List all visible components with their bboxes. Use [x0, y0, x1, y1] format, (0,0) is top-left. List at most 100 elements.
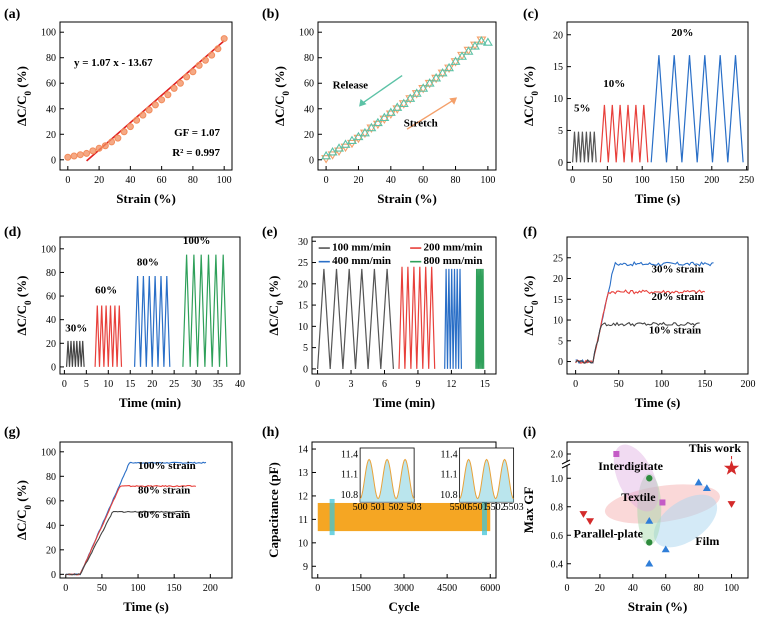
inset-fill — [360, 459, 415, 502]
label-this-work: This work — [689, 441, 742, 455]
y-tick-label: 60 — [46, 496, 56, 507]
arrow-shaft — [406, 99, 455, 130]
x-axis-label: Time (min) — [119, 395, 181, 410]
release-point — [372, 117, 383, 127]
panel-label: (h) — [262, 425, 279, 440]
release-point — [334, 143, 344, 152]
x-tick-label: 60 — [418, 175, 428, 186]
y-tick-label: 40 — [46, 104, 56, 115]
y-tick-label: 0 — [303, 364, 308, 375]
y-tick-label: 20 — [46, 339, 56, 350]
label-5: 5% — [574, 102, 591, 114]
series-label: 100% strain — [138, 460, 196, 472]
panel-label: (c) — [523, 7, 539, 22]
x-tick-label: 0 — [63, 583, 68, 594]
y-tick-label: 10 — [298, 538, 308, 549]
data-point — [170, 84, 178, 92]
film-region — [653, 494, 718, 548]
x-tick-label: 4500 — [437, 583, 457, 594]
y-tick-label: 20 — [298, 279, 308, 290]
x-tick-label: 40 — [386, 175, 396, 186]
series-label: 20% strain — [651, 291, 703, 303]
release-arrow — [359, 75, 403, 107]
y-tick-label: 100 — [41, 28, 56, 39]
this-work-star — [723, 460, 740, 475]
series-line — [599, 104, 649, 163]
data-point — [95, 144, 103, 152]
panel-h: (h) 0 1500 3000 4500 6000 9 10 11 12 13 14 Cycle Capa… — [262, 425, 524, 614]
stretch-point — [379, 115, 390, 125]
release-point — [424, 78, 435, 87]
data-point — [145, 106, 153, 114]
inset-1: 10.8 11.1 11.4 500 501 502 503 — [341, 447, 422, 513]
y-tick-label: 40 — [46, 315, 56, 326]
inset-y-label: 11.4 — [440, 449, 457, 460]
x-tick-label: 0 — [65, 175, 70, 186]
data-point — [208, 51, 216, 59]
data-point — [183, 73, 191, 81]
release-point — [476, 36, 487, 45]
series-label: 30% — [65, 322, 87, 334]
x-axis-label: Time (min) — [373, 395, 435, 410]
arrow-head — [359, 98, 367, 107]
r2-text: R² = 0.997 — [172, 147, 220, 159]
release-point — [470, 41, 480, 50]
label-interdigitate: Interdigitate — [598, 459, 663, 473]
parallel-plate-point — [646, 475, 653, 482]
y-tick-label: 5 — [303, 343, 308, 354]
y-tick-label: 100 — [41, 244, 56, 255]
data-point — [151, 101, 159, 109]
y-tick-label: 60 — [46, 79, 56, 90]
x-tick-label: 0 — [62, 379, 67, 390]
series-label: 80% — [137, 256, 159, 268]
label-textile: Textile — [621, 490, 656, 504]
stretch-point — [366, 124, 377, 133]
legend-label: 200 mm/min — [424, 242, 483, 254]
stretch-point — [444, 64, 455, 74]
x-axis-label: Time (s) — [123, 599, 169, 614]
release-point — [431, 73, 442, 82]
panel-label: (f) — [523, 225, 537, 240]
series-label: 80% strain — [138, 484, 190, 496]
panel-a: (a) 0 20 40 60 80 100 0 20 40 60 80 100 Strain (%) ΔC/… — [4, 7, 233, 206]
label-parallel-plate: Parallel-plate — [574, 526, 644, 540]
panel-g: (g) 0 50 100 150 200 0 20 40 60 80 100 Time (s) ΔC/C0… — [4, 425, 233, 614]
release-label: Release — [333, 79, 369, 91]
x-tick-label: 30 — [191, 379, 201, 390]
x-tick-label: 10 — [103, 379, 113, 390]
release-point — [463, 46, 474, 55]
y-tick-label: 0 — [558, 158, 563, 169]
data-point — [220, 35, 228, 43]
stretch-point — [405, 95, 416, 104]
data-point — [189, 68, 197, 76]
inset-x-label: 502 — [389, 502, 404, 513]
y-axis-label: ΔC/C0 (%) — [521, 276, 540, 336]
plot-frame — [59, 441, 233, 579]
y-tick-label: 5 — [558, 126, 563, 137]
panel-e: (e) 0 3 6 9 12 15 0 5 10 15 20 25 30 Time (min) ΔC/C0 (… — [262, 225, 497, 410]
x-tick-label: 1500 — [351, 583, 371, 594]
y-tick-label: 15 — [553, 295, 563, 306]
series-label: 30% strain — [651, 263, 703, 275]
release-point — [366, 122, 377, 132]
film-point — [645, 559, 654, 567]
inset-x-label: 5503 — [504, 502, 524, 513]
inset-wave — [359, 458, 415, 500]
stretch-point — [418, 84, 429, 94]
x-tick-label: 100 — [480, 175, 495, 186]
stretch-point — [385, 110, 396, 119]
release-point — [347, 135, 357, 145]
textile-point — [586, 518, 595, 525]
film-point — [694, 478, 703, 486]
film-point — [661, 545, 670, 553]
x-axis-label: Cycle — [388, 599, 419, 614]
panel-label: (d) — [4, 225, 21, 240]
panel-label: (a) — [4, 7, 21, 22]
film-point — [702, 484, 711, 492]
y-axis-label: ΔC/C0 (%) — [14, 480, 33, 540]
x-axis-label: Strain (%) — [377, 191, 437, 206]
data-point — [89, 147, 97, 155]
label-10: 10% — [603, 78, 625, 90]
x-tick-label: 40 — [628, 583, 638, 594]
data-point — [120, 128, 128, 136]
